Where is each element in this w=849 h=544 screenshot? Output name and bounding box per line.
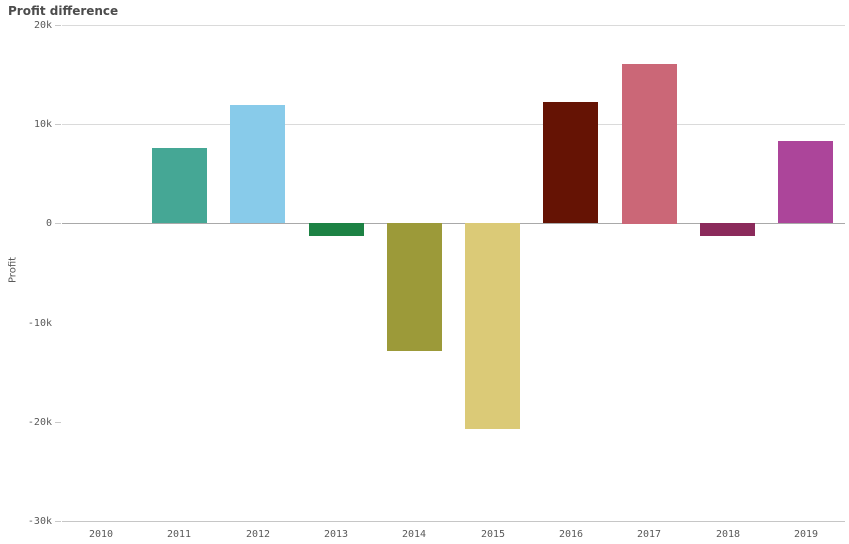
x-axis-tick-label: 2012	[245, 529, 271, 540]
gridline	[62, 124, 845, 125]
x-axis-tick-label: 2014	[401, 529, 427, 540]
y-axis-tick	[55, 422, 61, 423]
y-axis-tick-label: 20k	[33, 20, 52, 31]
x-axis-tick-label: 2013	[323, 529, 349, 540]
bar-2015[interactable]	[465, 223, 520, 429]
x-axis-tick-label: 2016	[558, 529, 584, 540]
bar-2012[interactable]	[230, 105, 285, 223]
zero-gridline	[62, 223, 845, 224]
y-axis-tick	[55, 223, 61, 224]
x-axis-tick-label: 2010	[88, 529, 114, 540]
bar-2018[interactable]	[700, 223, 755, 236]
y-axis-tick-label: -10k	[27, 318, 52, 329]
x-axis-tick-label: 2017	[636, 529, 662, 540]
y-axis-tick-label: -30k	[27, 516, 52, 527]
x-axis-tick-label: 2011	[166, 529, 192, 540]
bar-2011[interactable]	[152, 148, 207, 223]
chart-title: Profit difference	[8, 4, 119, 18]
bar-2019[interactable]	[778, 141, 833, 223]
x-axis-line	[62, 521, 845, 522]
y-axis-tick-label: -20k	[27, 417, 52, 428]
x-axis-tick-label: 2019	[793, 529, 819, 540]
y-axis-tick-label: 0	[45, 218, 52, 229]
bar-2016[interactable]	[543, 102, 598, 223]
bar-2013[interactable]	[309, 223, 364, 236]
y-axis-tick-label: 10k	[33, 119, 52, 130]
x-axis-tick-label: 2018	[715, 529, 741, 540]
y-axis-tick	[55, 25, 61, 26]
x-axis-tick-label: 2015	[480, 529, 506, 540]
y-axis-tick	[55, 124, 61, 125]
bar-2017[interactable]	[622, 64, 677, 224]
bar-2014[interactable]	[387, 223, 442, 351]
gridline	[62, 25, 845, 26]
y-axis-tick	[55, 521, 61, 522]
